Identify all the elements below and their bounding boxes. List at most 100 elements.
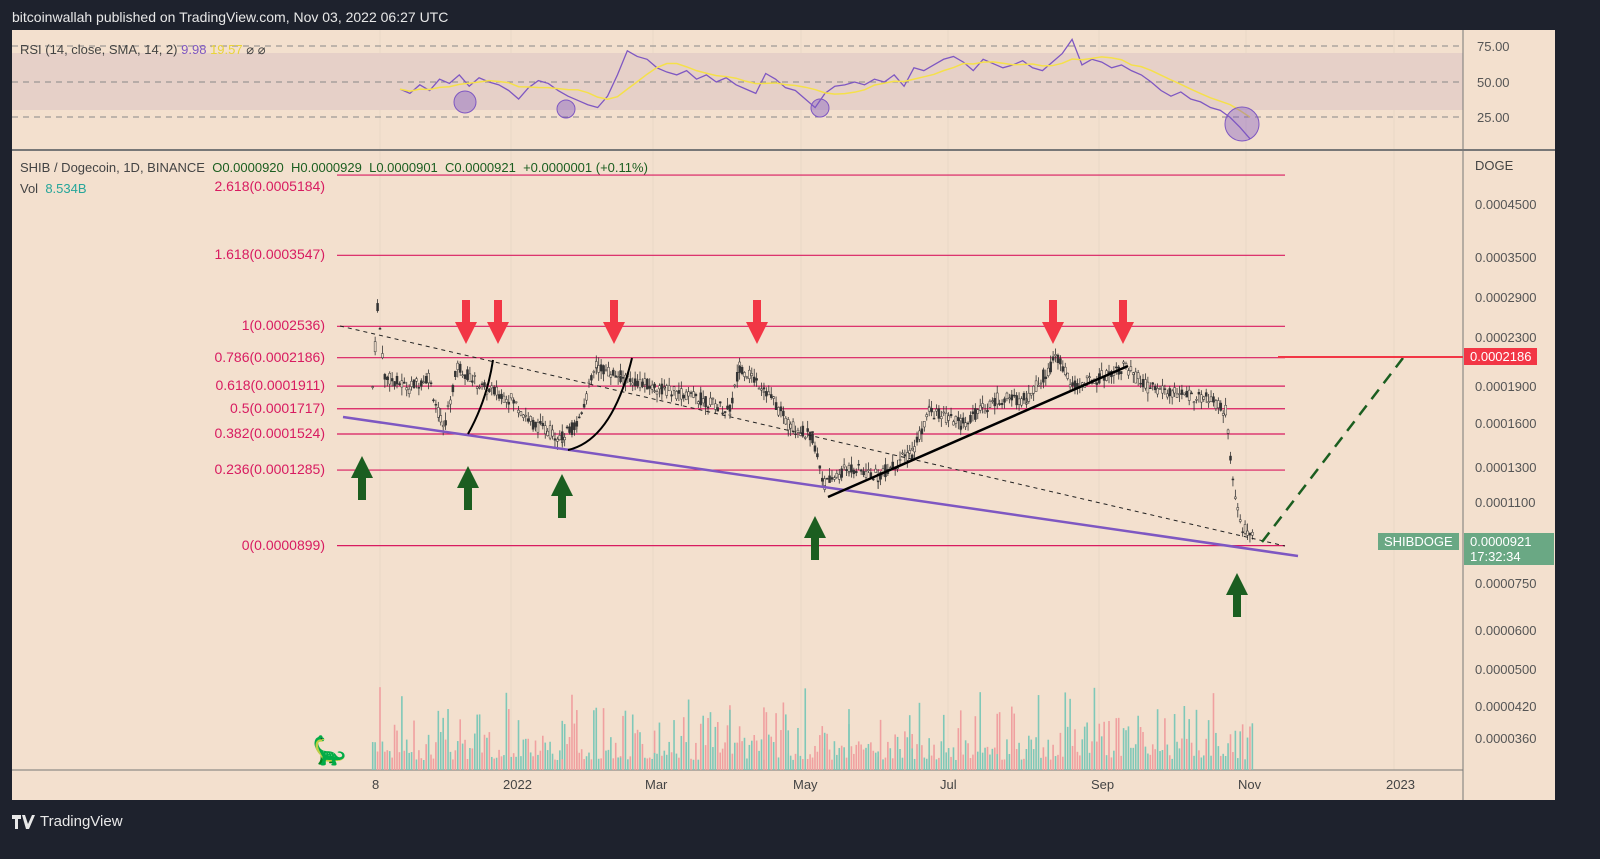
volume-bar — [1079, 755, 1081, 770]
down-arrow-icon[interactable] — [1042, 300, 1064, 344]
volume-bar — [750, 740, 753, 770]
candle — [1066, 372, 1069, 379]
candle — [1000, 403, 1004, 406]
candle — [636, 380, 639, 387]
candle — [937, 408, 941, 419]
volume-bar — [1040, 757, 1042, 770]
candle — [378, 328, 382, 330]
volume-bar — [1052, 744, 1054, 770]
volume-bar — [473, 733, 476, 770]
candle — [714, 403, 717, 410]
candle — [599, 364, 603, 372]
candle — [799, 432, 802, 436]
candle — [376, 303, 379, 312]
chart-canvas[interactable] — [12, 30, 1555, 800]
volume-bar — [1236, 758, 1239, 770]
volume-bar — [785, 714, 787, 770]
rising-trendline[interactable] — [827, 364, 1129, 499]
down-arrow-icon[interactable] — [487, 300, 509, 344]
volume-bar — [819, 735, 821, 770]
volume-bar — [1023, 758, 1025, 770]
up-arrow-icon[interactable] — [1226, 573, 1248, 617]
down-arrow-icon[interactable] — [746, 300, 768, 344]
rsi-circle[interactable] — [810, 98, 830, 118]
up-arrow-icon[interactable] — [351, 456, 373, 500]
candle — [422, 381, 425, 384]
resistance-trendline[interactable] — [339, 325, 1286, 547]
candle — [833, 477, 836, 480]
volume-bar — [678, 757, 680, 770]
candle — [1168, 388, 1171, 397]
volume-bar — [967, 743, 969, 770]
candle — [495, 386, 498, 396]
rsi-circle[interactable] — [453, 90, 477, 114]
fib-level-label: 0.236(0.0001285) — [214, 461, 325, 478]
volume-bar — [972, 754, 974, 770]
candle — [597, 365, 600, 373]
candle — [995, 392, 999, 405]
volume-bar — [1076, 751, 1079, 770]
rsi-circle[interactable] — [1224, 106, 1260, 142]
candle — [767, 391, 771, 396]
candle — [998, 403, 1001, 405]
down-arrow-icon[interactable] — [455, 300, 477, 344]
volume-bar — [704, 745, 707, 770]
candle — [738, 366, 741, 373]
curve-2[interactable] — [567, 357, 633, 451]
rsi-value: 9.98 — [181, 42, 207, 57]
ohlc-low: L0.0000901 — [369, 160, 438, 175]
rsi-legend[interactable]: RSI (14, close, SMA, 14, 2) 9.98 19.57 ⌀… — [20, 42, 266, 57]
candle — [976, 409, 980, 414]
up-arrow-icon[interactable] — [551, 474, 573, 518]
down-arrow-icon[interactable] — [603, 300, 625, 344]
candle — [590, 375, 593, 381]
candle — [940, 416, 943, 419]
down-arrow-icon[interactable] — [1112, 300, 1134, 344]
up-arrow-icon[interactable] — [457, 466, 479, 510]
volume-bar — [656, 753, 658, 770]
rsi-circle[interactable] — [556, 99, 576, 119]
candle — [480, 383, 484, 385]
support-trendline[interactable] — [342, 415, 1299, 558]
publish-info: bitcoinwallah published on TradingView.c… — [12, 9, 449, 25]
chart-area[interactable]: RSI (14, close, SMA, 14, 2) 9.98 19.57 ⌀… — [12, 30, 1555, 800]
candle — [526, 418, 530, 422]
candle — [1187, 389, 1191, 401]
volume-bar — [748, 744, 751, 770]
curve-1[interactable] — [467, 359, 494, 435]
symbol-legend[interactable]: SHIB / Dogecoin, 1D, BINANCE O0.0000920 … — [20, 160, 648, 175]
candle — [437, 407, 440, 418]
volume-bar — [843, 747, 845, 770]
volume-bar — [1198, 750, 1200, 770]
volume-bar — [877, 751, 879, 770]
volume-bar — [1110, 757, 1113, 770]
dinosaur-icon[interactable]: 🦕 — [312, 735, 347, 766]
volume-bar — [993, 747, 996, 770]
candle — [556, 438, 559, 442]
candle — [903, 454, 907, 457]
volume-bar — [1081, 739, 1084, 770]
volume-bar — [1166, 744, 1169, 770]
candle — [957, 417, 960, 422]
candle — [735, 372, 739, 382]
candle — [840, 468, 843, 478]
candle — [1175, 393, 1179, 398]
volume-bar — [1069, 698, 1071, 770]
volume-bar — [1171, 758, 1173, 770]
up-arrow-icon[interactable] — [804, 516, 826, 560]
volume-bar — [551, 753, 554, 770]
footer[interactable]: TradingView — [12, 813, 123, 830]
candle — [915, 436, 919, 443]
candle — [582, 403, 586, 408]
volume-bar — [420, 758, 423, 770]
price-axis-tick: 0.0003500 — [1475, 250, 1537, 266]
volume-bar — [471, 748, 474, 770]
candle — [415, 378, 418, 382]
candle — [1039, 382, 1043, 385]
volume-legend[interactable]: Vol 8.534B — [20, 181, 87, 196]
candle — [1047, 367, 1050, 377]
volume-bar — [1066, 726, 1069, 770]
candle — [568, 426, 571, 433]
candle — [468, 373, 472, 382]
volume-bar — [913, 758, 916, 770]
